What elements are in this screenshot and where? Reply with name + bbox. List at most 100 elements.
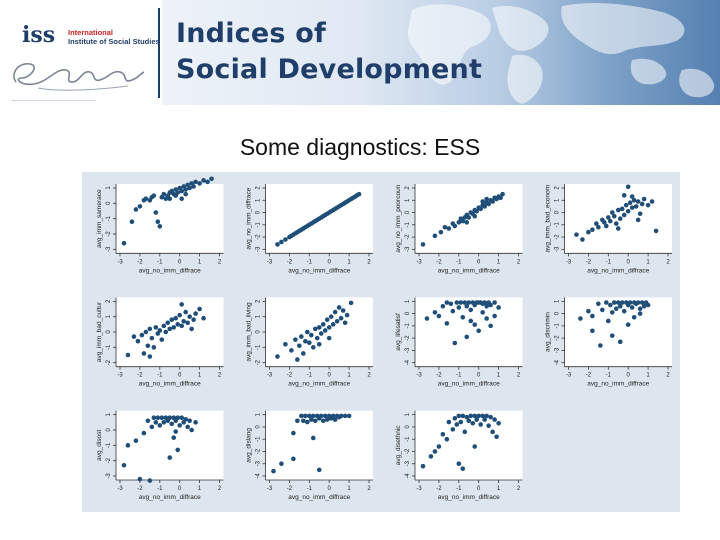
data-point	[177, 312, 182, 318]
data-point	[480, 310, 485, 315]
data-point	[606, 215, 611, 220]
data-point	[165, 320, 171, 326]
data-point	[308, 332, 314, 338]
x-tick-label: -2	[287, 486, 293, 492]
data-point	[631, 197, 637, 203]
data-point	[153, 325, 159, 330]
data-point	[456, 220, 462, 225]
data-point	[197, 306, 202, 312]
y-tick-label: -2	[405, 335, 411, 341]
data-point	[639, 201, 645, 207]
data-point	[482, 204, 487, 209]
y-tick-label: 2	[405, 186, 411, 190]
data-point	[602, 220, 607, 225]
data-point	[627, 200, 633, 206]
data-point	[139, 332, 145, 338]
data-point	[480, 413, 485, 419]
data-point	[159, 337, 165, 342]
x-tick-label: 1	[198, 373, 202, 379]
data-point	[482, 417, 487, 422]
data-point	[637, 311, 643, 316]
data-point	[578, 316, 583, 321]
y-axis-label: avg_disethnic	[395, 425, 402, 465]
data-point	[312, 418, 318, 424]
y-tick-label: 0	[106, 428, 112, 432]
data-point	[604, 223, 609, 229]
x-tick-label: 0	[477, 373, 481, 379]
data-point	[454, 300, 460, 305]
data-point	[641, 196, 647, 202]
data-point	[332, 309, 338, 315]
data-point	[299, 334, 304, 339]
data-point	[635, 199, 641, 204]
data-point	[187, 185, 192, 191]
y-axis-label: avg_imm_bad_cultur	[96, 301, 103, 362]
x-tick-label: -1	[606, 259, 612, 265]
data-point	[621, 308, 627, 314]
data-point	[448, 301, 454, 307]
data-point	[179, 415, 184, 421]
y-tick-label: 0	[106, 330, 112, 334]
data-point	[153, 420, 159, 425]
data-point	[478, 422, 483, 427]
y-tick-label: -1	[555, 323, 561, 329]
y-tick-label: -3	[405, 460, 411, 466]
data-point	[197, 181, 202, 186]
data-point	[458, 419, 464, 425]
data-point	[590, 328, 595, 334]
data-point	[458, 300, 464, 305]
data-point	[470, 420, 476, 426]
y-axis-label: avg_disost	[96, 430, 103, 461]
data-point	[586, 229, 591, 235]
y-tick-label: 1	[256, 198, 262, 202]
data-point	[344, 312, 350, 318]
y-axis-label: avg_imm_bad_living	[246, 302, 253, 362]
y-tick-label: 0	[256, 210, 262, 214]
data-point	[191, 184, 196, 189]
scatter-panel: -3 -2 -1 0 1 2 -4 -3 -2 -1 0 1 avg_no_imm_diffrace av…	[545, 297, 672, 388]
y-tick-label: 1	[256, 412, 262, 416]
data-point	[484, 303, 489, 309]
x-tick-label: 2	[517, 486, 521, 492]
x-tick-label: -1	[307, 259, 313, 265]
data-point	[436, 313, 442, 319]
y-tick-label: 0	[405, 425, 411, 429]
data-point	[147, 354, 153, 359]
y-tick-label: -2	[106, 231, 112, 237]
data-point	[318, 413, 324, 419]
y-tick-label: -2	[256, 359, 262, 365]
x-axis-label: avg_no_imm_diffrace	[288, 381, 350, 388]
data-point	[340, 308, 346, 313]
y-axis-label: avg_imm_bad_econom	[545, 185, 552, 253]
x-tick-label: 1	[198, 486, 202, 492]
plot-area	[265, 297, 373, 367]
y-axis-label: avg_no_imm_diffrace	[246, 187, 253, 249]
data-point	[629, 194, 635, 199]
data-point	[279, 461, 284, 467]
data-point	[301, 351, 306, 356]
iss-logo-mark: iss	[22, 22, 56, 48]
data-point	[330, 322, 336, 327]
x-tick-label: -2	[436, 486, 442, 492]
x-tick-label: 2	[666, 259, 670, 265]
data-point	[617, 339, 623, 345]
y-tick-label: -3	[405, 347, 411, 353]
data-point	[175, 447, 181, 453]
data-point	[191, 317, 196, 323]
x-tick-label: 2	[367, 373, 371, 379]
y-tick-label: -3	[555, 347, 561, 353]
data-point	[480, 199, 485, 204]
data-point	[322, 413, 328, 419]
x-tick-label: 2	[218, 259, 222, 265]
x-tick-label: -2	[137, 486, 143, 492]
x-tick-label: 0	[477, 259, 481, 265]
y-tick-label: 0	[405, 311, 411, 315]
data-point	[348, 300, 354, 306]
y-tick-label: -4	[405, 359, 411, 365]
data-point	[574, 232, 579, 237]
x-tick-label: 2	[666, 373, 670, 379]
data-point	[474, 209, 480, 214]
data-point	[187, 418, 192, 424]
x-tick-label: -1	[456, 259, 462, 265]
data-point	[177, 423, 182, 428]
